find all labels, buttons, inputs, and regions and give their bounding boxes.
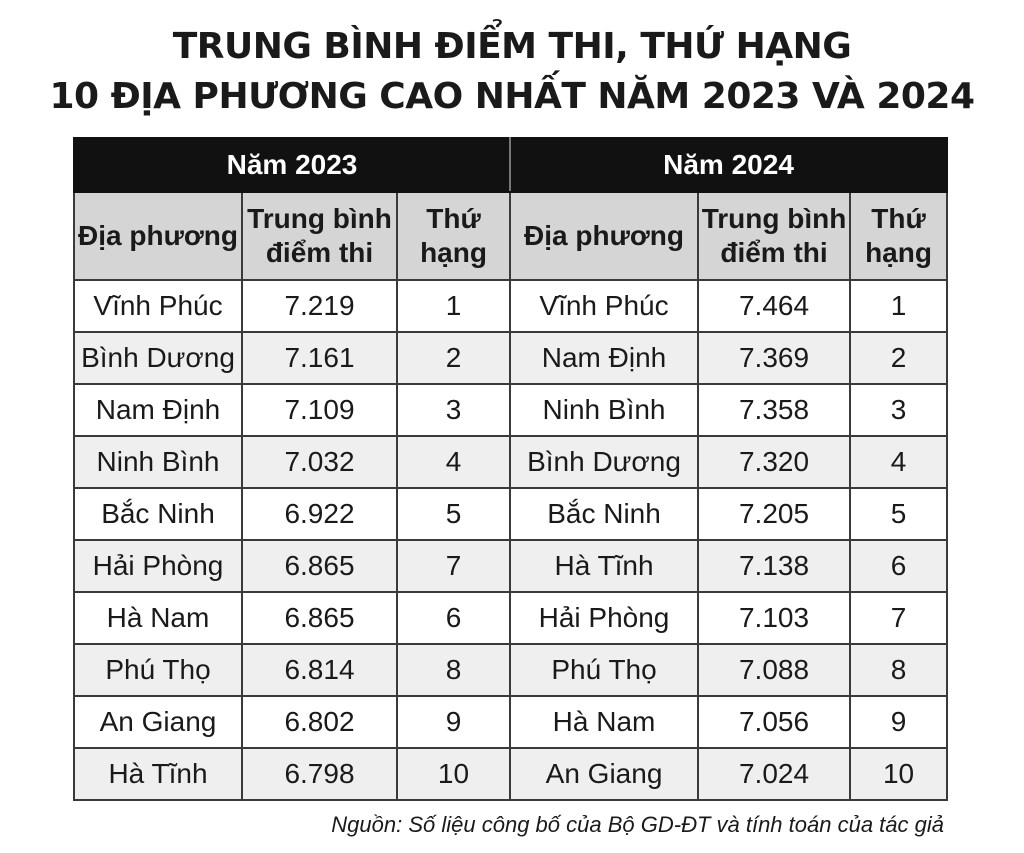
- column-header-rank-2023: Thứ hạng: [395, 191, 512, 281]
- rank-2023: 7: [395, 539, 512, 593]
- locality-2023: Nam Định: [73, 383, 243, 437]
- year-2023-header: Năm 2023: [72, 137, 512, 193]
- table-row: Ninh Bình 7.032 4 Bình Dương 7.320 4: [73, 435, 949, 489]
- score-2023: 6.802: [241, 695, 398, 749]
- locality-2024: Bình Dương: [509, 435, 700, 489]
- column-header-locality-2024: Địa phương: [509, 191, 700, 281]
- locality-2023: Hà Tĩnh: [73, 747, 243, 801]
- rank-2024: 6: [849, 539, 949, 593]
- locality-2023: Vĩnh Phúc: [73, 279, 243, 333]
- table-row: Phú Thọ 6.814 8 Phú Thọ 7.088 8: [73, 643, 949, 697]
- score-2023: 6.865: [241, 539, 398, 593]
- score-2023: 7.032: [241, 435, 398, 489]
- score-2024: 7.056: [697, 695, 852, 749]
- rank-2024: 3: [849, 383, 949, 437]
- column-header-rank-2024: Thứ hạng: [849, 191, 949, 281]
- score-2024: 7.088: [697, 643, 852, 697]
- rank-2023: 5: [395, 487, 512, 541]
- rank-2023: 10: [395, 747, 512, 801]
- rank-2024: 10: [849, 747, 949, 801]
- rank-2024: 2: [849, 331, 949, 385]
- score-2024: 7.103: [697, 591, 852, 645]
- rank-2024: 9: [849, 695, 949, 749]
- locality-2023: An Giang: [73, 695, 243, 749]
- score-2023: 6.814: [241, 643, 398, 697]
- rank-2024: 7: [849, 591, 949, 645]
- locality-2023: Hải Phòng: [73, 539, 243, 593]
- locality-2023: Ninh Bình: [73, 435, 243, 489]
- locality-2023: Hà Nam: [73, 591, 243, 645]
- score-2024: 7.138: [697, 539, 852, 593]
- table-row: Bình Dương 7.161 2 Nam Định 7.369 2: [73, 331, 949, 385]
- page-title: TRUNG BÌNH ĐIỂM THI, THỨ HẠNG 10 ĐỊA PHƯ…: [0, 22, 1024, 122]
- score-2023: 6.922: [241, 487, 398, 541]
- table-row: Bắc Ninh 6.922 5 Bắc Ninh 7.205 5: [73, 487, 949, 541]
- ranking-table: Năm 2023 Năm 2024 Địa phương Trung bình đ…: [72, 137, 949, 801]
- locality-2024: An Giang: [509, 747, 700, 801]
- rank-2023: 6: [395, 591, 512, 645]
- locality-2024: Nam Định: [509, 331, 700, 385]
- column-header-average-2024: Trung bình điểm thi: [697, 191, 852, 281]
- table-row: An Giang 6.802 9 Hà Nam 7.056 9: [73, 695, 949, 749]
- score-2024: 7.320: [697, 435, 852, 489]
- locality-2023: Phú Thọ: [73, 643, 243, 697]
- locality-2024: Vĩnh Phúc: [509, 279, 700, 333]
- rank-2023: 9: [395, 695, 512, 749]
- rank-2024: 5: [849, 487, 949, 541]
- score-2024: 7.024: [697, 747, 852, 801]
- table-row: Vĩnh Phúc 7.219 1 Vĩnh Phúc 7.464 1: [73, 279, 949, 333]
- source-note: Nguồn: Số liệu công bố của Bộ GD-ĐT và t…: [331, 812, 944, 837]
- locality-2024: Phú Thọ: [509, 643, 700, 697]
- rank-2023: 2: [395, 331, 512, 385]
- rank-2023: 1: [395, 279, 512, 333]
- score-2023: 6.798: [241, 747, 398, 801]
- locality-2024: Hà Tĩnh: [509, 539, 700, 593]
- locality-2023: Bình Dương: [73, 331, 243, 385]
- rank-2024: 8: [849, 643, 949, 697]
- score-2024: 7.369: [697, 331, 852, 385]
- table-row: Nam Định 7.109 3 Ninh Bình 7.358 3: [73, 383, 949, 437]
- score-2023: 7.219: [241, 279, 398, 333]
- score-2024: 7.205: [697, 487, 852, 541]
- score-2023: 6.865: [241, 591, 398, 645]
- rank-2023: 3: [395, 383, 512, 437]
- table-row: Hà Tĩnh 6.798 10 An Giang 7.024 10: [73, 747, 949, 801]
- column-header-locality-2023: Địa phương: [73, 191, 243, 281]
- score-2024: 7.464: [697, 279, 852, 333]
- locality-2024: Ninh Bình: [509, 383, 700, 437]
- title-line-2: 10 ĐỊA PHƯƠNG CAO NHẤT NĂM 2023 VÀ 2024: [49, 76, 975, 117]
- rank-2023: 8: [395, 643, 512, 697]
- rank-2024: 1: [849, 279, 949, 333]
- table-row: Hải Phòng 6.865 7 Hà Tĩnh 7.138 6: [73, 539, 949, 593]
- column-header-average-2023: Trung bình điểm thi: [241, 191, 398, 281]
- rank-2023: 4: [395, 435, 512, 489]
- locality-2024: Hải Phòng: [509, 591, 700, 645]
- score-2024: 7.358: [697, 383, 852, 437]
- locality-2024: Hà Nam: [509, 695, 700, 749]
- score-2023: 7.161: [241, 331, 398, 385]
- table-row: Hà Nam 6.865 6 Hải Phòng 7.103 7: [73, 591, 949, 645]
- year-2024-header: Năm 2024: [509, 137, 949, 193]
- title-line-1: TRUNG BÌNH ĐIỂM THI, THỨ HẠNG: [172, 26, 852, 67]
- rank-2024: 4: [849, 435, 949, 489]
- locality-2024: Bắc Ninh: [509, 487, 700, 541]
- locality-2023: Bắc Ninh: [73, 487, 243, 541]
- score-2023: 7.109: [241, 383, 398, 437]
